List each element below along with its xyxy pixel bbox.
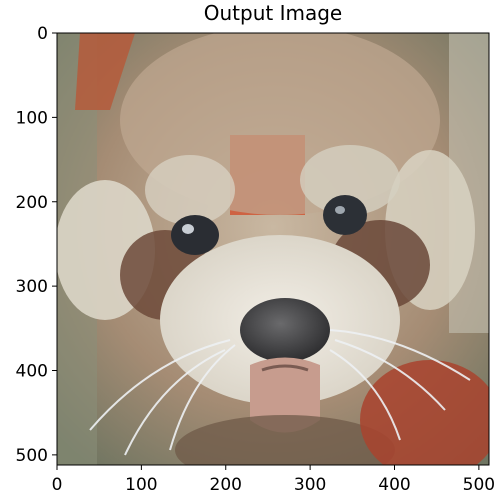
x-tick-label: 200	[210, 475, 242, 495]
red-panda-image	[57, 33, 489, 465]
y-axis: 0 100 200 300 400 500	[16, 24, 57, 466]
y-tick-label: 200	[16, 193, 48, 213]
x-tick-label: 400	[378, 475, 410, 495]
x-tick-label: 100	[125, 475, 157, 495]
y-tick-label: 100	[16, 108, 48, 128]
y-tick-label: 500	[16, 446, 48, 466]
y-tick-label: 0	[37, 24, 48, 44]
x-axis: 0 100 200 300 400 500	[52, 465, 495, 495]
y-tick-label: 300	[16, 277, 48, 297]
y-tick-label: 400	[16, 362, 48, 382]
axes-frame	[56, 32, 490, 466]
x-tick-label: 500	[463, 475, 495, 495]
plot-title: Output Image	[203, 1, 343, 25]
x-tick-label: 300	[294, 475, 326, 495]
x-tick-label: 0	[52, 475, 63, 495]
